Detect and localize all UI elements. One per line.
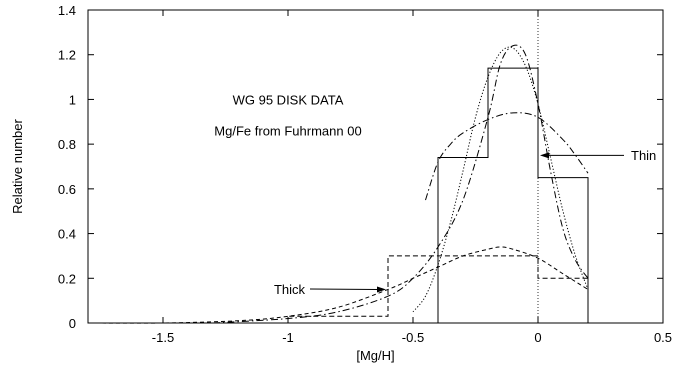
series-dotted-curve <box>412 46 589 313</box>
plot-frame <box>87 9 664 324</box>
y-tick-label: 0.8 <box>58 137 76 152</box>
axis-ticks <box>88 9 664 324</box>
annotation-thin: Thin <box>631 148 656 163</box>
annotation-source: Mg/Fe from Fuhrmann 00 <box>214 124 361 139</box>
plot-lines <box>87 10 589 324</box>
y-tick-label: 1.2 <box>58 48 76 63</box>
series-solid-step <box>437 67 589 323</box>
x-tick-label: -0.5 <box>402 330 424 345</box>
x-tick-label: 0 <box>534 330 541 345</box>
series-dashdot-curve-wide <box>425 112 589 201</box>
y-axis-label: Relative number <box>10 119 25 214</box>
arrow-thick-head <box>377 286 386 293</box>
annotation-thick: Thick <box>274 282 306 297</box>
x-tick-label: -1.5 <box>152 330 174 345</box>
arrow-thin-head <box>540 152 549 159</box>
series-dashed-curve <box>87 246 589 324</box>
axis-tick-labels: -1.5 -1 -0.5 0 0.5 0 0.2 0.4 0.6 0.8 1 1.2 1.4 <box>58 3 672 345</box>
y-tick-label: 0.2 <box>58 271 76 286</box>
y-tick-label: 0.6 <box>58 182 76 197</box>
y-tick-label: 1 <box>69 92 76 107</box>
y-tick-label: 0.4 <box>58 227 76 242</box>
annotation-dataset: WG 95 DISK DATA <box>233 92 344 107</box>
series-dashdot-curve-narrow <box>212 44 589 324</box>
y-tick-label: 0 <box>69 316 76 331</box>
x-tick-label: -1 <box>282 330 294 345</box>
x-axis-label: [Mg/H] <box>356 348 394 363</box>
annotation-arrows <box>309 152 624 293</box>
x-tick-label: 0.5 <box>654 330 672 345</box>
y-tick-label: 1.4 <box>58 3 76 18</box>
